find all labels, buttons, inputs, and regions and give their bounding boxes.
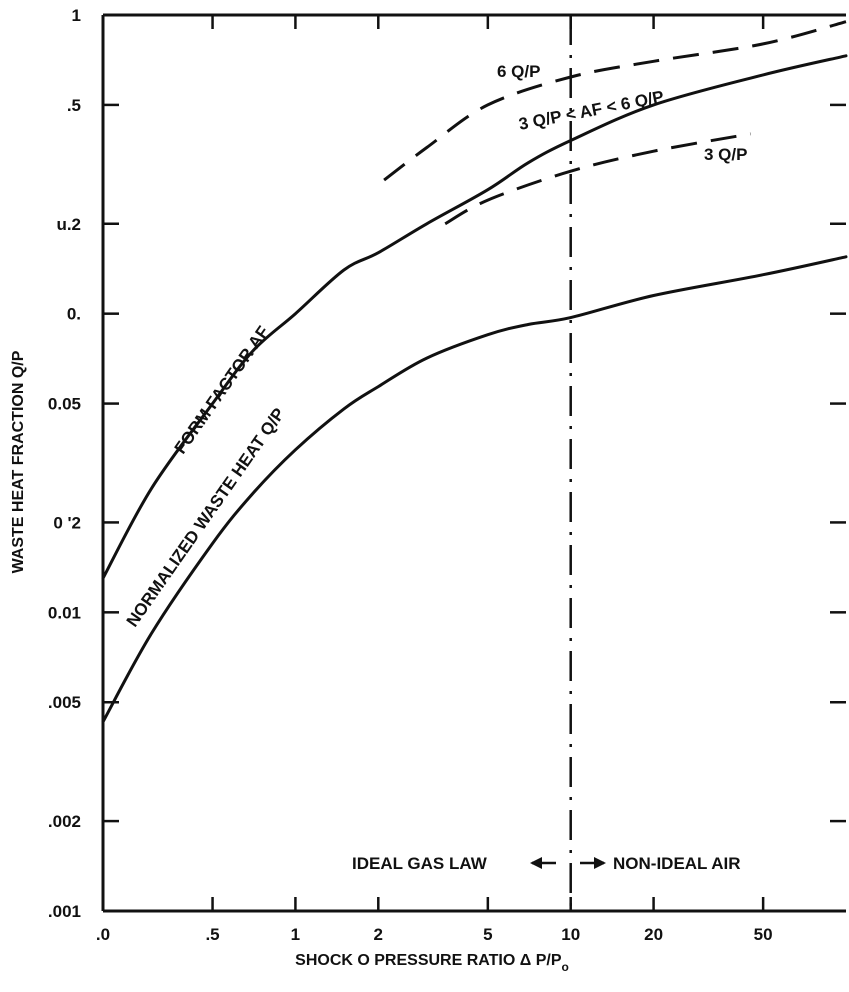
y-tick-label: .5 [67,96,81,115]
x-axis-title-main: SHOCK O PRESSURE RATIO Δ P/P [295,952,562,969]
series-line-normalized-waste-heat-q-p [101,255,848,724]
x-tick-label: 20 [644,925,663,944]
y-tick-label: .002 [48,812,81,831]
y-tick-label: 0.05 [48,395,81,414]
x-tick-label: .0 [96,925,110,944]
y-tick-label: u.2 [56,215,81,234]
y-tick-label: 1 [72,6,81,25]
annotation-non-ideal-air: NON-IDEAL AIR [613,854,741,873]
x-tick-label: 2 [374,925,383,944]
x-tick-label: 1 [291,925,300,944]
tick-labels: .0 .5 1 2 5 10 20 50 .001 .002 .005 0.01 0 '2 0.05 0. u… [48,6,773,944]
plot-frame [101,13,846,913]
annotation-three-qp: 3 Q/P [704,145,747,164]
series-line-3-q-p [444,132,751,226]
axis-titles: WASTE HEAT FRACTION Q/P SHOCK O PRESSURE… [10,350,569,974]
y-tick-label: 0 '2 [53,513,81,532]
y-tick-label: .005 [48,693,81,712]
annotation-normalized-waste-heat: NORMALIZED WASTE HEAT Q/P [123,405,289,631]
y-tick-label: 0.01 [48,603,81,622]
x-axis-title: SHOCK O PRESSURE RATIO Δ P/Po [295,952,569,974]
arrow-right-icon [580,857,606,869]
series-line-6-q-p [383,20,847,182]
arrow-left-icon [530,857,556,869]
annotation-ideal-gas-law: IDEAL GAS LAW [352,854,488,873]
x-axis-title-subscript: o [562,960,569,974]
annotation-six-qp: 6 Q/P [497,62,540,81]
y-tick-label: 0. [67,305,81,324]
series-line-form-factor-af [101,54,848,580]
data-curves [101,15,848,911]
annotation-band: 3 Q/P < AF < 6 Q/P [517,87,665,134]
y-tick-label: .001 [48,902,81,921]
annotations: FORM FACTOR AF NORMALIZED WASTE HEAT Q/P… [123,62,748,873]
x-tick-label: 5 [483,925,492,944]
x-tick-label: .5 [205,925,219,944]
x-tick-label: 50 [754,925,773,944]
y-axis-title: WASTE HEAT FRACTION Q/P [10,350,27,573]
x-tick-label: 10 [561,925,580,944]
